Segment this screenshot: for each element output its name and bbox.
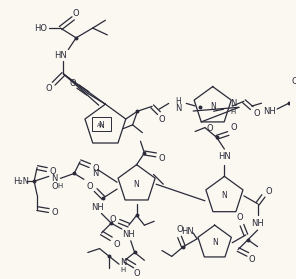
Text: N: N <box>92 169 99 178</box>
Text: H: H <box>231 109 236 115</box>
Text: HN: HN <box>54 51 67 60</box>
Text: O: O <box>110 215 117 224</box>
Text: H₂N: H₂N <box>13 177 30 186</box>
Text: O: O <box>51 208 58 217</box>
Text: O: O <box>73 9 79 18</box>
Text: O: O <box>291 77 296 86</box>
Text: O: O <box>265 187 272 196</box>
Text: O: O <box>51 182 58 191</box>
Text: O: O <box>92 164 99 173</box>
Text: H: H <box>58 183 63 189</box>
Text: O: O <box>133 270 140 278</box>
Text: N: N <box>99 121 104 130</box>
Text: H: H <box>120 267 126 273</box>
Text: O: O <box>206 124 213 133</box>
Text: N: N <box>134 180 139 189</box>
Text: O: O <box>176 225 183 234</box>
Polygon shape <box>206 176 243 212</box>
Text: N: N <box>212 238 218 247</box>
Text: NH: NH <box>251 219 264 228</box>
Polygon shape <box>85 104 126 143</box>
Text: HN: HN <box>181 227 194 235</box>
Text: NH: NH <box>91 203 104 212</box>
Text: HN: HN <box>218 152 231 161</box>
Text: O: O <box>70 79 76 88</box>
Text: O: O <box>159 114 165 124</box>
Text: O: O <box>46 84 52 93</box>
Text: N: N <box>210 102 215 111</box>
Text: N: N <box>120 258 126 267</box>
Polygon shape <box>194 86 231 122</box>
Text: O: O <box>114 240 120 249</box>
Text: H: H <box>176 97 181 106</box>
Polygon shape <box>118 165 155 200</box>
Text: N: N <box>175 104 182 113</box>
Text: O: O <box>231 123 237 132</box>
Polygon shape <box>198 225 231 257</box>
Text: N: N <box>52 174 58 183</box>
Text: O: O <box>237 213 243 222</box>
Text: NH: NH <box>123 230 135 239</box>
Text: O: O <box>86 182 93 191</box>
Text: O: O <box>159 154 165 163</box>
Text: NH: NH <box>263 107 276 116</box>
Text: O: O <box>49 167 56 176</box>
Text: HO: HO <box>34 23 47 33</box>
Text: O: O <box>253 109 260 119</box>
Text: O: O <box>248 255 255 264</box>
Text: Aic: Aic <box>97 123 106 128</box>
Text: N: N <box>221 191 227 200</box>
Text: N: N <box>230 99 236 108</box>
